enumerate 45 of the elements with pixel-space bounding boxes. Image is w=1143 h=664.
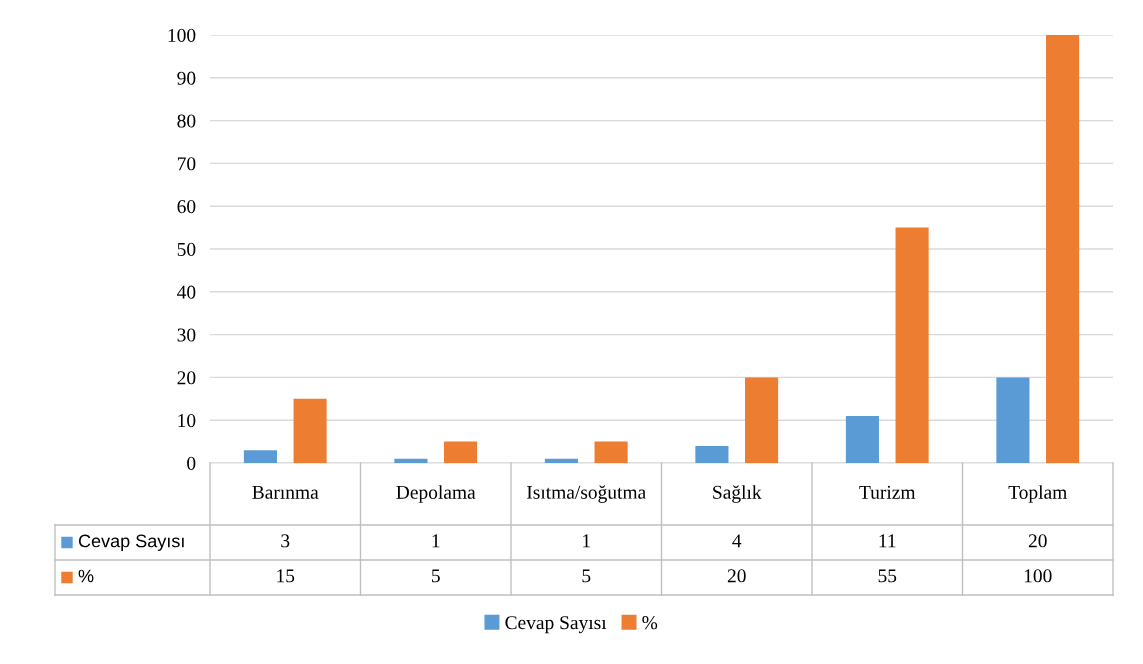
- data-label: 5: [432, 569, 440, 583]
- x-tick-label: Barınma: [252, 485, 319, 499]
- data-label: 55: [878, 569, 897, 583]
- bar: [845, 415, 879, 463]
- bar: [544, 458, 578, 463]
- y-tick-label: 60: [177, 200, 196, 214]
- y-tick-label: 80: [177, 114, 196, 128]
- x-tick-label: Isıtma/soğutma: [527, 485, 646, 503]
- data-label: 15: [277, 569, 295, 583]
- y-tick-label: 20: [177, 371, 196, 385]
- text: %: [78, 569, 94, 583]
- bar: [895, 227, 929, 463]
- data-label: 1: [432, 534, 440, 548]
- bar: [745, 377, 779, 463]
- bar: [394, 458, 428, 463]
- data-label: 100: [1024, 569, 1052, 583]
- bar: [444, 441, 478, 463]
- text: Cevap Sayısı: [505, 616, 607, 634]
- data-label: 1: [583, 534, 590, 548]
- y-tick-label: 40: [177, 285, 196, 299]
- bar: [243, 450, 277, 463]
- bar: [996, 377, 1030, 463]
- x-tick-label: Toplam: [1008, 485, 1068, 503]
- y-tick-label: 50: [177, 242, 196, 256]
- bar: [594, 441, 628, 463]
- y-tick-label: 100: [168, 28, 196, 42]
- y-tick-label: 0: [187, 456, 196, 470]
- bar: [1046, 35, 1080, 463]
- data-label: 4: [732, 534, 742, 548]
- data-label: 11: [879, 534, 896, 548]
- legend-label: Cevap Sayısı: [78, 534, 184, 551]
- x-tick-label: Sağlık: [713, 485, 762, 503]
- y-tick-label: 30: [177, 328, 196, 342]
- bar: [695, 445, 729, 463]
- y-tick-label: 70: [177, 157, 196, 171]
- legend-label: %: [642, 616, 658, 630]
- x-tick-label: Turizm: [859, 485, 916, 499]
- x-tick-label: Depolama: [396, 485, 476, 503]
- y-tick-label: 90: [177, 71, 196, 85]
- data-label: 20: [1028, 534, 1047, 548]
- data-label: 3: [281, 534, 290, 548]
- bar: [293, 398, 327, 463]
- data-label: 5: [582, 569, 591, 583]
- y-tick-label: 10: [178, 414, 196, 428]
- data-label: 20: [727, 569, 746, 583]
